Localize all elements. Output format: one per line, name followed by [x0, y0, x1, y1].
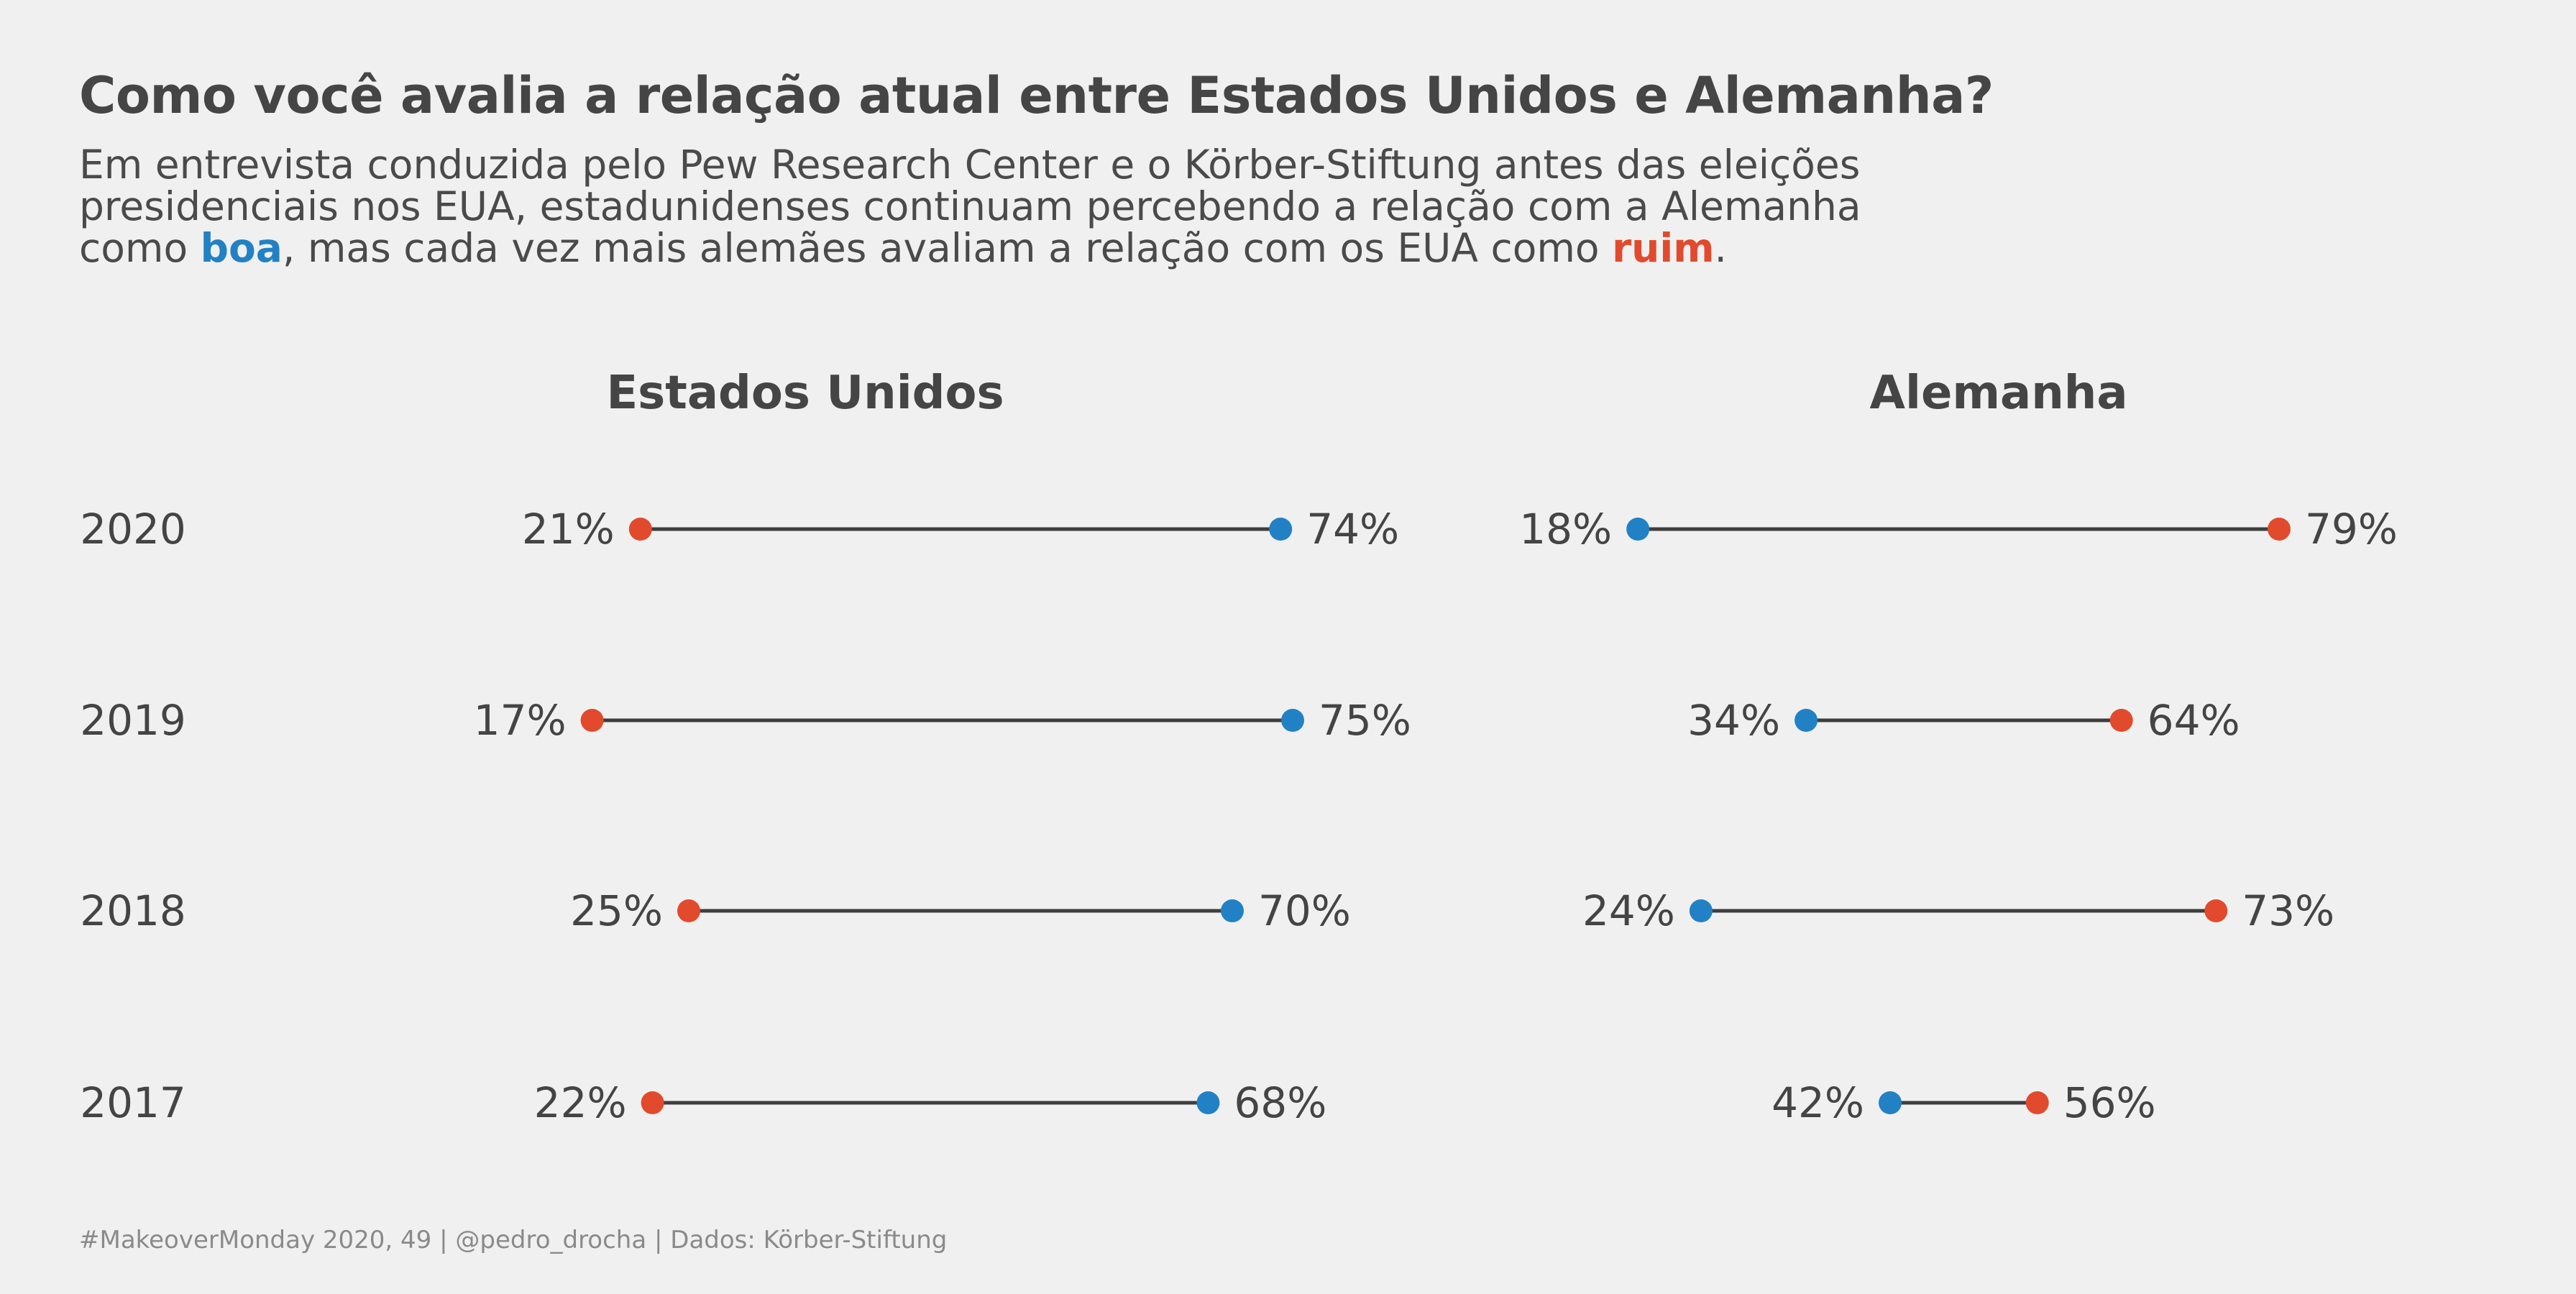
value-label: 25% [570, 886, 663, 935]
value-label: 56% [2063, 1078, 2156, 1127]
value-label: 22% [534, 1078, 627, 1127]
dot-ruim [580, 709, 604, 732]
dot-boa [1281, 709, 1304, 732]
subtitle-line-3-end: . [1714, 225, 1727, 271]
dot-boa [1626, 518, 1650, 541]
subtitle-line-3-start: como [79, 225, 201, 271]
year-label: 2020 [80, 505, 186, 554]
dot-boa [1221, 899, 1244, 922]
dot-boa [1689, 899, 1713, 922]
panel-title: Alemanha [1869, 367, 2127, 420]
page-title: Como você avalia a relação atual entre E… [79, 66, 1994, 125]
highlight-bad: ruim [1612, 225, 1715, 271]
year-label: 2019 [80, 696, 186, 745]
dot-ruim [628, 518, 652, 541]
dot-ruim [2109, 709, 2133, 732]
value-label: 73% [2242, 886, 2334, 935]
year-label: 2018 [80, 886, 186, 935]
value-label: 42% [1771, 1078, 1864, 1127]
dot-boa [1795, 709, 1818, 732]
value-label: 64% [2148, 696, 2240, 745]
year-label: 2017 [80, 1078, 186, 1127]
subtitle-line-3-middle: , mas cada vez mais alemães avaliam a re… [282, 225, 1613, 271]
dot-ruim [2025, 1091, 2049, 1114]
value-label: 75% [1319, 696, 1411, 745]
dot-boa [1879, 1091, 1902, 1114]
value-label: 21% [522, 505, 615, 554]
dot-boa [1196, 1091, 1220, 1114]
value-label: 34% [1687, 696, 1780, 745]
value-label: 18% [1519, 505, 1612, 554]
value-label: 24% [1582, 886, 1675, 935]
value-label: 17% [474, 696, 567, 745]
subtitle-line-1: Em entrevista conduzida pelo Pew Researc… [79, 142, 1861, 188]
subtitle: Em entrevista conduzida pelo Pew Researc… [79, 144, 2020, 269]
dot-ruim [2267, 518, 2291, 541]
subtitle-line-2: presidenciais nos EUA, estadunidenses co… [79, 183, 1861, 229]
dot-ruim [641, 1091, 664, 1114]
subtitle-line-3: como boa, mas cada vez mais alemães aval… [79, 227, 2020, 269]
value-label: 70% [1258, 886, 1351, 935]
dot-boa [1269, 518, 1293, 541]
source-caption: #MakeoverMonday 2020, 49 | @pedro_drocha… [79, 1226, 948, 1254]
value-label: 79% [2305, 505, 2398, 554]
panel-title: Estados Unidos [606, 367, 1004, 420]
value-label: 68% [1234, 1078, 1326, 1127]
highlight-good: boa [200, 225, 283, 271]
value-label: 74% [1306, 505, 1399, 554]
dot-ruim [677, 899, 700, 922]
dot-ruim [2204, 899, 2228, 922]
